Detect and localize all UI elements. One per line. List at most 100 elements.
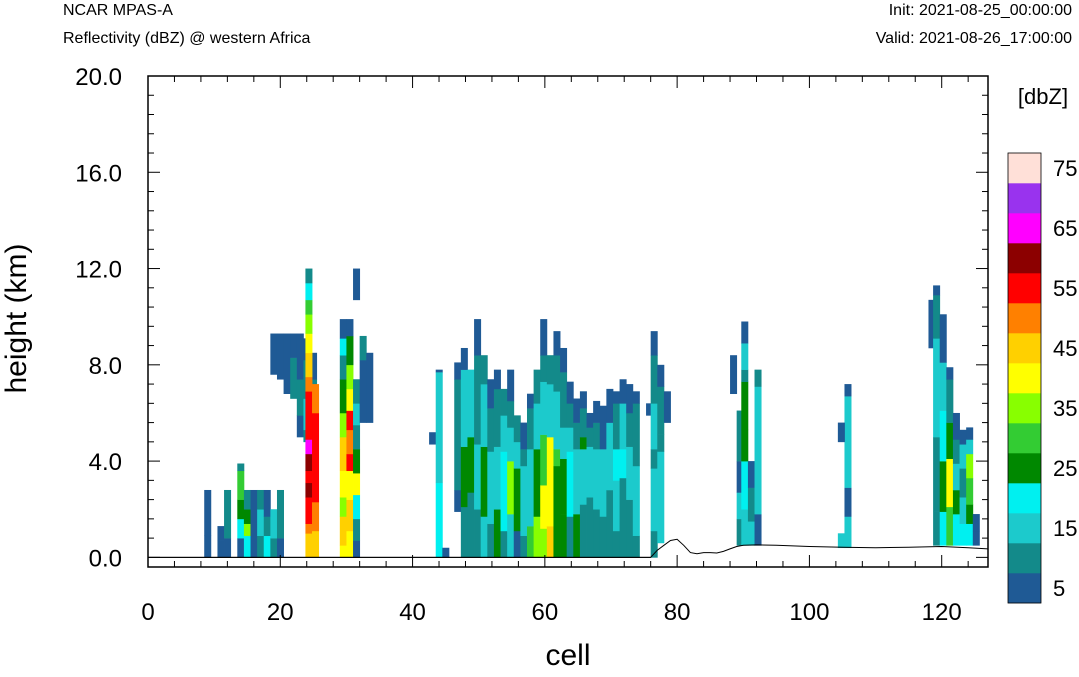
reflectivity-cell [553,449,561,467]
reflectivity-cell [837,533,845,549]
reflectivity-cell [487,523,495,558]
reflectivity-cell [480,516,488,558]
reflectivity-cell [959,523,967,546]
reflectivity-cell [243,489,251,510]
reflectivity-cell [540,528,548,558]
reflectivity-cell [339,355,347,380]
reflectivity-cell [474,509,482,558]
reflectivity-cell [305,533,313,558]
reflectivity-cell [467,369,475,438]
reflectivity-cell [619,379,627,404]
reflectivity-cell [493,446,501,510]
colorbar-label: 15 [1053,516,1077,541]
reflectivity-cell [480,384,488,447]
reflectivity-cell [500,415,508,452]
reflectivity-cell [952,489,960,515]
reflectivity-cell [599,405,607,450]
reflectivity-cell [346,453,354,472]
colorbar-swatch [1008,213,1041,244]
reflectivity-cell [593,400,601,423]
reflectivity-cell [573,514,581,558]
reflectivity-cell [237,538,245,558]
y-axis-title: height (km) [0,243,33,393]
reflectivity-cell [844,487,852,517]
reflectivity-cell [632,403,640,467]
reflectivity-cell [263,516,271,537]
colorbar-title: [dbZ] [1018,84,1068,109]
model-title: NCAR MPAS-A [63,2,173,19]
reflectivity-cell [586,446,594,498]
y-tick-label: 16.0 [75,160,122,187]
reflectivity-cell [533,449,541,517]
reflectivity-cell [507,461,515,515]
reflectivity-cell [566,451,574,517]
reflectivity-cell [276,538,284,558]
reflectivity-cell [844,384,852,397]
reflectivity-cell [513,415,521,443]
reflectivity-cell [553,391,561,450]
reflectivity-cell [650,331,658,356]
reflectivity-cell [741,509,749,546]
reflectivity-cell [237,463,245,472]
reflectivity-cell [837,422,845,443]
reflectivity-cell [560,347,568,373]
reflectivity-cell [339,545,347,558]
reflectivity-cell [972,514,980,532]
reflectivity-cell [650,449,658,469]
reflectivity-cell [566,516,574,558]
reflectivity-cell [296,415,304,438]
reflectivity-cell [632,535,640,558]
reflectivity-cell [946,422,954,459]
reflectivity-cell [946,379,954,423]
reflectivity-cell [507,369,515,402]
reflectivity-cell [952,439,960,464]
reflectivity-cell [513,468,521,532]
colorbar-label: 35 [1053,396,1077,421]
reflectivity-cell [650,403,658,450]
reflectivity-cell [237,518,245,539]
reflectivity-cell [263,535,271,558]
reflectivity-cell [747,461,755,488]
reflectivity-cell [500,451,508,532]
reflectivity-cell [593,422,601,450]
reflectivity-cell [599,449,607,517]
valid-time: Valid: 2021-08-26_17:00:00 [875,30,1072,47]
reflectivity-cell [573,449,581,515]
reflectivity-cell [339,319,347,339]
reflectivity-cell [619,403,627,450]
reflectivity-cell [586,412,594,428]
reflectivity-cell [657,386,665,435]
y-tick-label: 0.0 [89,545,122,572]
x-tick-label: 120 [922,599,962,626]
reflectivity-cell [586,497,594,558]
reflectivity-cell [939,511,947,546]
reflectivity-cell [312,384,320,414]
reflectivity-cell [353,449,361,474]
reflectivity-cell [946,367,954,380]
reflectivity-cell [619,449,627,479]
reflectivity-cell [487,379,495,409]
reflectivity-cell [359,360,367,423]
x-axis-title: cell [545,639,590,672]
colorbar-swatch [1008,393,1041,424]
reflectivity-cell [507,514,515,558]
reflectivity-cell [626,499,634,558]
reflectivity-cell [305,453,313,472]
reflectivity-cell [305,314,313,334]
reflectivity-cell [579,408,587,438]
reflectivity-cell [546,355,554,385]
reflectivity-cell [346,470,354,500]
reflectivity-cell [573,398,581,423]
reflectivity-cell [606,449,614,491]
colorbar-swatch [1008,363,1041,394]
reflectivity-cell [263,489,271,517]
reflectivity-cell [507,400,515,428]
reflectivity-cell [540,381,548,435]
reflectivity-cell [460,369,468,447]
reflectivity-cell [305,410,313,431]
reflectivity-cell [204,489,212,537]
reflectivity-cell [959,429,967,445]
reflectivity-cell [657,434,665,452]
reflectivity-cell [429,432,437,445]
reflectivity-cell [736,410,744,462]
